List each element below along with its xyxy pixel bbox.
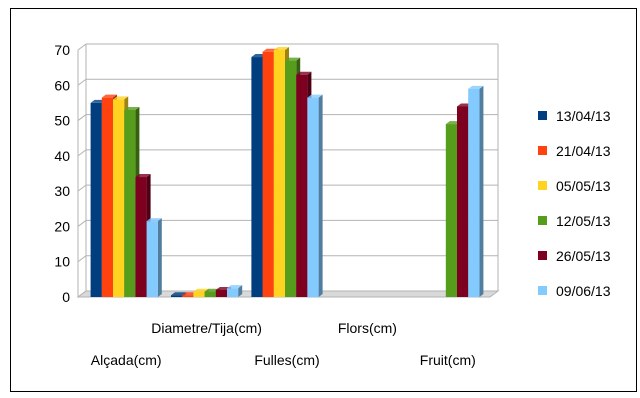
legend-layer: 13/04/13 21/04/13 05/05/13 12/05/13 26/05/13… (538, 108, 611, 299)
bar-front (457, 106, 468, 297)
gridline-side (78, 150, 86, 156)
legend-label: 05/05/13 (556, 178, 611, 194)
x-category-label: Diametre/Tija(cm) (151, 320, 262, 336)
legend-label: 09/06/13 (556, 283, 611, 299)
bar-side (158, 218, 162, 297)
bar-front (285, 61, 296, 297)
y-tick-label: 50 (54, 113, 70, 129)
bar-front (182, 295, 193, 297)
bar (307, 95, 322, 297)
y-tick-label: 20 (54, 218, 70, 234)
gridline-side (78, 44, 86, 50)
bar-front (147, 221, 158, 297)
bar-front (102, 98, 113, 297)
bar-front (124, 110, 135, 297)
y-tick-label: 60 (54, 77, 70, 93)
x-category-label: Flors(cm) (338, 320, 397, 336)
x-category-label: Fruit(cm) (420, 352, 476, 368)
legend-swatch (538, 181, 547, 190)
bar-front (205, 292, 216, 297)
y-tick-label: 30 (54, 183, 70, 199)
legend-label: 13/04/13 (556, 108, 611, 124)
bar-front (296, 75, 307, 297)
legend-swatch (538, 216, 547, 225)
legend-item: 13/04/13 (538, 108, 611, 124)
bar-front (171, 295, 182, 297)
bar-front (468, 89, 479, 297)
gridline-side (78, 115, 86, 121)
legend-swatch (538, 251, 547, 260)
x-category-label: Fulles(cm) (254, 352, 319, 368)
legend-item: 05/05/13 (538, 178, 611, 194)
legend-item: 26/05/13 (538, 248, 611, 264)
gridline-side (78, 79, 86, 85)
legend-swatch (538, 146, 547, 155)
bar-front (446, 124, 457, 297)
bar-side (479, 86, 483, 297)
y-tick-label: 40 (54, 148, 70, 164)
legend-item: 12/05/13 (538, 213, 611, 229)
legend-label: 26/05/13 (556, 248, 611, 264)
bar-front (251, 57, 262, 297)
bar (468, 86, 483, 297)
bar (147, 218, 162, 297)
legend-swatch (538, 286, 547, 295)
bar-front (135, 177, 146, 297)
bar-front (274, 50, 285, 297)
legend-swatch (538, 111, 547, 120)
bar-front (307, 98, 318, 297)
legend-label: 12/05/13 (556, 213, 611, 229)
bar-front (193, 292, 204, 297)
bar-front (91, 103, 102, 297)
bars-layer (91, 47, 484, 297)
bar-front (263, 52, 274, 297)
y-tick-label: 70 (54, 42, 70, 58)
legend-label: 21/04/13 (556, 143, 611, 159)
bar (227, 285, 242, 297)
x-category-label: Alçada(cm) (91, 352, 162, 368)
y-tick-label: 0 (62, 289, 70, 305)
gridline-side (78, 220, 86, 226)
legend-item: 21/04/13 (538, 143, 611, 159)
bar-front (227, 288, 238, 297)
bar-front (216, 290, 227, 297)
gridline-side (78, 185, 86, 191)
bar-front (113, 99, 124, 297)
y-tick-label: 10 (54, 254, 70, 270)
bar-side (319, 95, 323, 297)
legend-item: 09/06/13 (538, 283, 611, 299)
gridline-side (78, 256, 86, 262)
